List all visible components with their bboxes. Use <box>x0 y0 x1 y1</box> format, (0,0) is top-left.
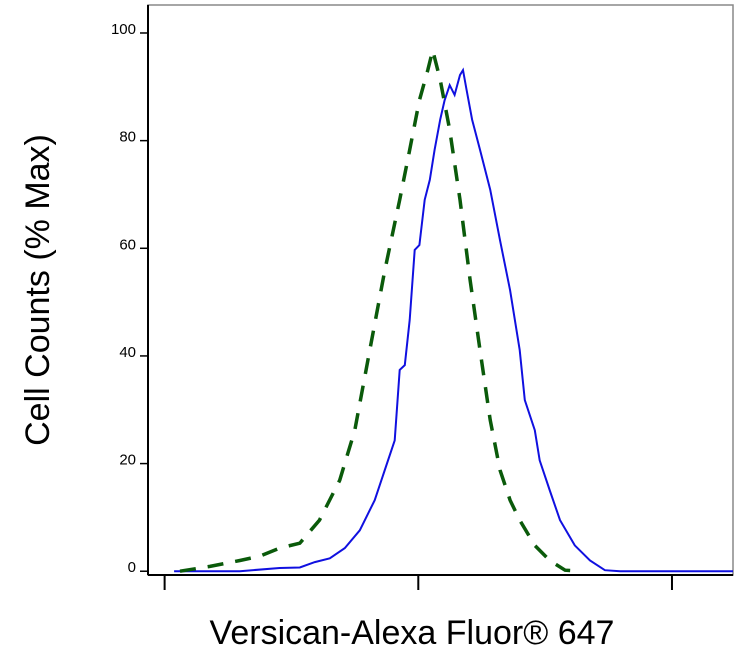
series-line <box>174 67 733 573</box>
y-tick-label: 0 <box>128 559 136 576</box>
y-tick-label: 80 <box>119 129 136 146</box>
y-tick-label: 60 <box>119 236 136 253</box>
series-line <box>179 49 581 573</box>
y-tick-label: 20 <box>119 452 136 469</box>
y-tick-label: 40 <box>119 344 136 361</box>
x-axis-title: Versican-Alexa Fluor® 647 <box>210 614 615 652</box>
y-axis-title: Cell Counts (% Max) <box>19 134 57 446</box>
y-tick-label: 100 <box>111 21 136 38</box>
